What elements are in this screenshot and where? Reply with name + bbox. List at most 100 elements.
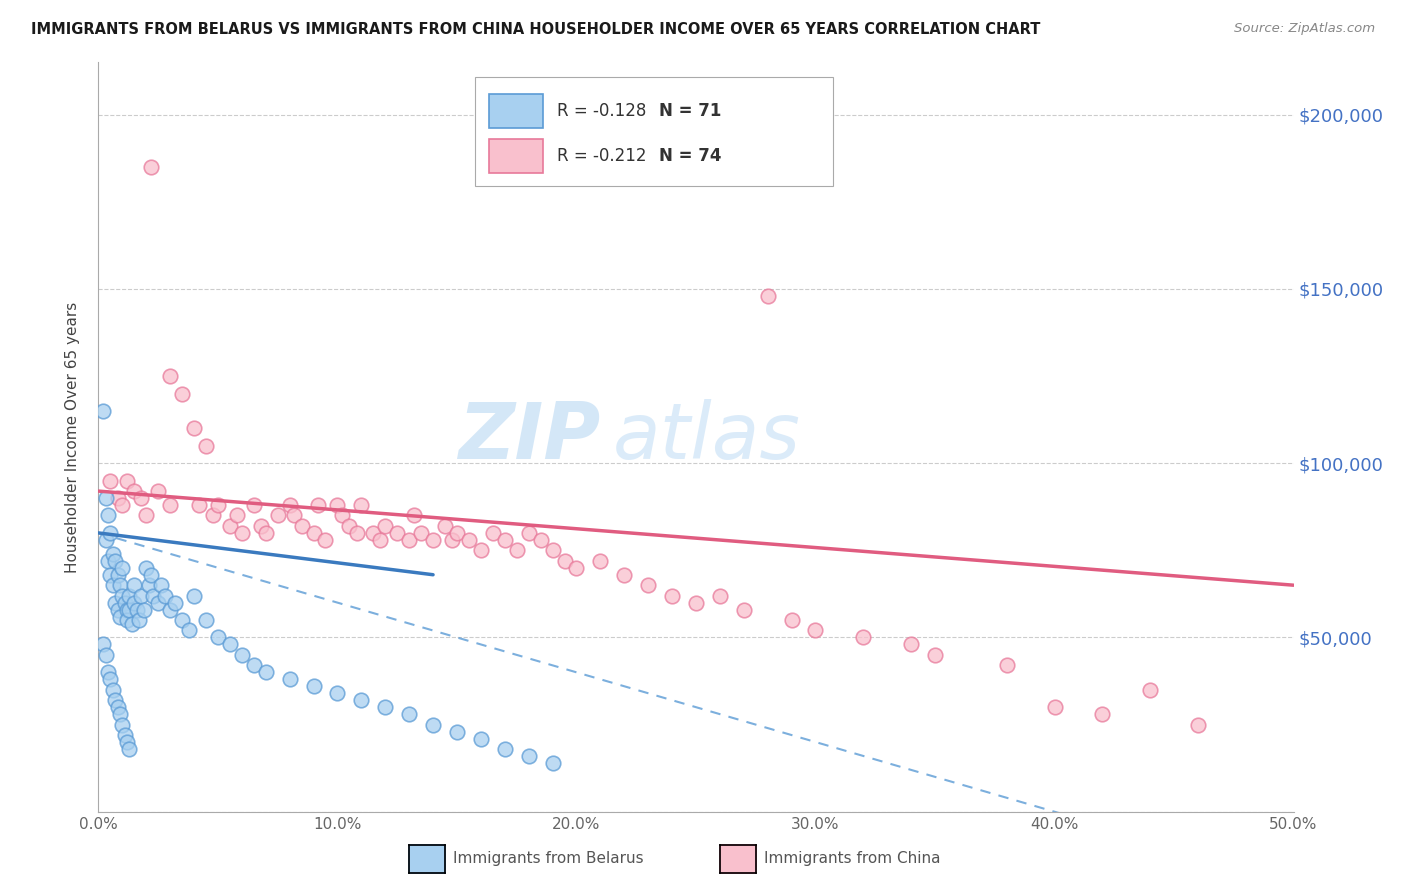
Point [155, 589, 177, 603]
Point [114, 596, 136, 610]
Text: Source: ZipAtlas.com: Source: ZipAtlas.com [1234, 22, 1375, 36]
Point [179, 624, 201, 638]
Point [148, 484, 170, 499]
Point [267, 508, 290, 523]
Point [187, 498, 209, 512]
Point [434, 519, 457, 533]
Point [1043, 700, 1066, 714]
Point [995, 658, 1018, 673]
Point [118, 589, 141, 603]
Point [219, 519, 242, 533]
Point [398, 533, 420, 547]
Point [104, 596, 127, 610]
FancyBboxPatch shape [489, 94, 543, 128]
Point [637, 578, 659, 592]
Point [148, 596, 170, 610]
Point [94, 533, 117, 547]
Point [121, 616, 143, 631]
Point [441, 533, 464, 547]
Point [195, 439, 218, 453]
Point [125, 602, 148, 616]
Point [97, 665, 120, 680]
Point [541, 543, 564, 558]
Point [101, 682, 124, 697]
Point [291, 519, 314, 533]
Point [283, 508, 305, 523]
Point [131, 491, 153, 505]
Point [517, 748, 540, 763]
Point [107, 602, 129, 616]
Text: Immigrants from China: Immigrants from China [763, 852, 941, 866]
Point [506, 543, 529, 558]
Point [183, 589, 205, 603]
Point [104, 693, 127, 707]
Point [326, 686, 349, 700]
Point [254, 665, 277, 680]
Point [98, 567, 122, 582]
Point [339, 519, 361, 533]
Point [135, 508, 157, 523]
Point [481, 525, 505, 540]
Point [494, 742, 516, 756]
Point [111, 589, 134, 603]
Point [115, 474, 138, 488]
Point [398, 707, 420, 722]
Point [159, 498, 181, 512]
Text: R = -0.128: R = -0.128 [557, 102, 647, 120]
Point [124, 596, 146, 610]
Point [350, 693, 373, 707]
Point [458, 533, 481, 547]
Point [565, 561, 588, 575]
Point [385, 525, 409, 540]
Point [124, 484, 146, 499]
Point [132, 602, 155, 616]
Point [1139, 682, 1161, 697]
Point [104, 554, 127, 568]
Point [1091, 707, 1114, 722]
Point [108, 609, 131, 624]
Point [302, 525, 325, 540]
Point [307, 498, 329, 512]
Point [804, 624, 827, 638]
Point [98, 474, 122, 488]
Point [115, 735, 138, 749]
Point [139, 160, 162, 174]
Point [97, 508, 120, 523]
Point [470, 731, 492, 746]
Point [494, 533, 516, 547]
Point [91, 404, 114, 418]
Point [124, 578, 146, 592]
Point [402, 508, 425, 523]
Point [94, 491, 117, 505]
Point [370, 533, 392, 547]
Point [780, 613, 803, 627]
Point [243, 498, 266, 512]
Point [852, 631, 875, 645]
Point [97, 554, 120, 568]
Text: IMMIGRANTS FROM BELARUS VS IMMIGRANTS FROM CHINA HOUSEHOLDER INCOME OVER 65 YEAR: IMMIGRANTS FROM BELARUS VS IMMIGRANTS FR… [31, 22, 1040, 37]
Point [411, 525, 433, 540]
Text: N = 71: N = 71 [659, 102, 721, 120]
Point [111, 717, 134, 731]
Point [254, 525, 277, 540]
Point [118, 742, 141, 756]
Point [172, 386, 194, 401]
Point [346, 525, 368, 540]
Point [530, 533, 553, 547]
Point [315, 533, 337, 547]
Point [118, 602, 141, 616]
Point [374, 700, 396, 714]
Point [446, 525, 468, 540]
Point [98, 673, 122, 687]
Point [517, 525, 540, 540]
Text: ZIP: ZIP [458, 399, 600, 475]
Point [541, 756, 564, 770]
Point [589, 554, 612, 568]
Point [470, 543, 492, 558]
Point [231, 525, 253, 540]
Point [114, 728, 136, 742]
FancyBboxPatch shape [475, 78, 834, 186]
Point [135, 561, 157, 575]
Point [107, 567, 129, 582]
Point [219, 637, 242, 651]
